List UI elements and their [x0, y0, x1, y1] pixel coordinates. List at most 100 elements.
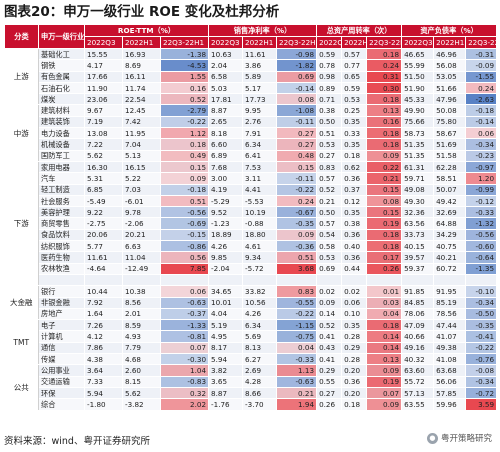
debt-h1-cell: 85.19 — [433, 297, 467, 309]
margin-chg-cell: -0.98 — [276, 48, 318, 61]
margin-h1-cell: 17.73 — [242, 93, 278, 106]
table-row: 环保 5.94 5.62 0.32 8.87 8.66 0.21 0.27 0.20 0.07 57… — [4, 387, 498, 400]
turnover-q3-cell: 0.09 — [316, 297, 343, 309]
margin-chg-cell: -0.22 — [276, 308, 318, 321]
turnover-q3-cell: 0.52 — [316, 319, 343, 332]
margin-q3-cell: 5.03 — [208, 82, 244, 95]
margin-chg-cell: -0.75 — [276, 330, 318, 343]
turnover-h1-cell — [341, 274, 368, 287]
debt-chg-cell: -0.97 — [465, 160, 498, 174]
debt-q3-cell: 32.36 — [401, 206, 435, 219]
group-label: 中游 — [4, 104, 39, 162]
debt-h1-cell: 46.96 — [433, 48, 467, 61]
debt-q3-cell: 39.57 — [401, 251, 435, 264]
margin-chg-cell: 0.04 — [276, 342, 318, 355]
debt-h1-cell: 78.56 — [433, 308, 467, 321]
industry-name: 电子 — [38, 319, 85, 332]
debt-chg-cell: -0.56 — [465, 229, 498, 242]
roe-h1-cell: -2.06 — [122, 217, 161, 230]
turnover-q3-cell: 0.89 — [316, 82, 343, 95]
roe-q3-cell: 3.64 — [84, 364, 123, 377]
industry-name: 综合 — [38, 398, 85, 411]
margin-chg-cell: 1.13 — [276, 364, 318, 377]
industry-name: 交通运输 — [38, 376, 85, 388]
roe-q3-cell: 23.06 — [84, 93, 123, 106]
debt-h1-cell: 56.06 — [433, 376, 467, 388]
debt-q3-cell: 51.50 — [401, 71, 435, 83]
industry-name: 纺织服饰 — [38, 240, 85, 253]
debt-h1-cell: 47.96 — [433, 93, 467, 106]
margin-q3-cell: 3.65 — [208, 376, 244, 388]
roe-h1-cell: 8.15 — [122, 376, 161, 388]
turnover-q3-cell: 0.27 — [316, 387, 343, 400]
turnover-chg-cell: 0.18 — [366, 127, 403, 140]
debt-chg-cell — [465, 274, 498, 287]
debt-h1-cell: 51.66 — [433, 82, 467, 95]
header-sub-chg: 22Q3-22H1 — [159, 36, 210, 49]
margin-chg-cell: -1.15 — [276, 319, 318, 332]
margin-chg-cell: 3.68 — [276, 263, 318, 275]
debt-chg-cell: -0.64 — [465, 251, 498, 264]
margin-q3-cell — [208, 274, 244, 287]
debt-chg-cell: -1.32 — [465, 217, 498, 230]
margin-chg-cell — [276, 274, 318, 287]
roe-h1-cell: 5.62 — [122, 387, 161, 400]
roe-chg-cell: 2.02 — [160, 398, 210, 411]
turnover-q3-cell: 0.21 — [316, 195, 343, 208]
debt-chg-cell: -2.63 — [465, 93, 498, 106]
turnover-q3-cell: 0.41 — [316, 330, 343, 343]
table-row: 纺织服饰 5.77 6.63 -0.86 4.26 4.61 -0.36 0.58 0.40 0.… — [4, 240, 498, 253]
turnover-q3-cell: 0.57 — [316, 217, 343, 230]
roe-q3-cell: -5.49 — [84, 195, 123, 208]
roe-chg-cell: -0.81 — [160, 330, 210, 343]
turnover-chg-cell: 0.04 — [366, 308, 403, 321]
roe-chg-cell: 1.12 — [160, 127, 210, 140]
industry-name: 农林牧渔 — [38, 263, 85, 275]
margin-h1-cell: 9.34 — [242, 251, 278, 264]
turnover-h1-cell: 0.65 — [341, 71, 368, 83]
roe-chg-cell: -0.83 — [160, 376, 210, 388]
turnover-chg-cell: 0.13 — [366, 353, 403, 366]
industry-name — [38, 274, 85, 287]
debt-chg-cell: -0.10 — [465, 285, 498, 298]
table-body: 上游 基础化工 15.55 16.93 -1.38 10.63 11.61 -0.98 0.59… — [4, 48, 498, 411]
margin-q3-cell: 10.63 — [208, 48, 244, 61]
margin-chg-cell: 0.27 — [276, 138, 318, 151]
debt-h1-cell: 40.75 — [433, 240, 467, 253]
turnover-h1-cell: 0.20 — [341, 387, 368, 400]
table-row: 钢铁 4.17 8.69 -4.53 2.04 3.86 -1.82 0.78 0.77 0.24… — [4, 59, 498, 72]
debt-h1-cell: 59.96 — [433, 398, 467, 411]
debt-q3-cell: 58.73 — [401, 127, 435, 140]
header-sub-q3: 2022Q3 — [84, 36, 123, 49]
table-row: 通信 7.86 7.79 0.07 8.17 8.13 0.04 0.43 0.29 0.14 49… — [4, 342, 498, 355]
debt-q3-cell: 91.85 — [401, 285, 435, 298]
turnover-h1-cell: 0.12 — [341, 195, 368, 208]
turnover-h1-cell: 0.33 — [341, 127, 368, 140]
header-roe: ROE-TTM（%） — [83, 24, 210, 37]
turnover-chg-cell: 0.19 — [366, 217, 403, 230]
header-sub-q3: 2022Q3 — [316, 36, 343, 49]
table-row: 房地产 1.64 2.01 -0.37 4.04 4.26 -0.22 0.14 0.10 0.0… — [4, 308, 498, 321]
roe-q3-cell: 7.92 — [84, 297, 123, 309]
industry-name: 社会服务 — [38, 195, 85, 208]
turnover-h1-cell: 0.57 — [341, 48, 368, 61]
roe-chg-cell: -0.86 — [160, 240, 210, 253]
industry-name: 家用电器 — [38, 160, 85, 174]
header-sub-chg: 22Q3-22H1 — [465, 36, 498, 49]
roe-h1-cell: -3.82 — [122, 398, 161, 411]
margin-q3-cell: -1.76 — [208, 398, 244, 411]
turnover-chg-cell: 0.15 — [366, 206, 403, 219]
turnover-chg-cell: 0.18 — [366, 48, 403, 61]
turnover-h1-cell: 0.28 — [341, 353, 368, 366]
turnover-chg-cell: 0.17 — [366, 251, 403, 264]
debt-chg-cell: -0.14 — [465, 116, 498, 129]
industry-name: 机械设备 — [38, 138, 85, 151]
margin-h1-cell: 2.69 — [242, 364, 278, 377]
margin-q3-cell: 9.85 — [208, 251, 244, 264]
debt-q3-cell: 63.55 — [401, 398, 435, 411]
table-row: 机械设备 7.22 7.04 0.18 6.60 6.34 0.27 0.53 0.35 0.18… — [4, 138, 498, 151]
debt-q3-cell: 49.08 — [401, 184, 435, 196]
margin-q3-cell: -5.29 — [208, 195, 244, 208]
debt-q3-cell: 51.35 — [401, 150, 435, 162]
roe-q3-cell: 11.61 — [84, 251, 123, 264]
